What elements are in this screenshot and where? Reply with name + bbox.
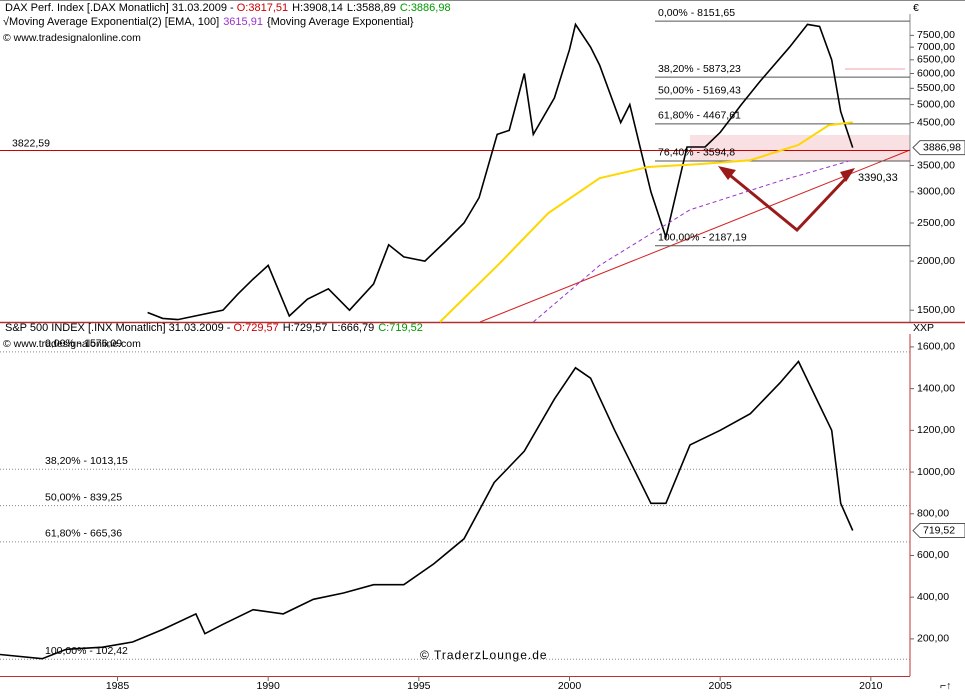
corner-icon: ⌐↑: [940, 680, 951, 692]
last-price-label: 719,52: [923, 524, 955, 536]
level-label: 61,80% - 4467,61: [658, 110, 741, 122]
last-price-label: 3886,98: [923, 141, 961, 153]
chart-title: DAX Perf. Index [.DAX Monatlich] 31.03.2…: [5, 2, 451, 14]
y-tick-label: 3500,00: [917, 159, 955, 171]
last-price-marker: [912, 523, 965, 539]
series-line: [439, 121, 853, 323]
x-tick-label: 1985: [106, 680, 130, 692]
y-tick-label: 1400,00: [917, 382, 955, 394]
y-tick-label: 2000,00: [917, 255, 955, 267]
text-layer: DAX Perf. Index [.DAX Monatlich] 31.03.2…: [3, 2, 961, 692]
currency: XXP: [913, 322, 934, 334]
level-label: 38,20% - 5873,23: [658, 63, 741, 75]
annotation: 3390,33: [858, 172, 898, 184]
source: © www.tradesignalonline.com: [3, 338, 141, 350]
y-tick-label: 4500,00: [917, 116, 955, 128]
title-part: DAX Perf. Index [.DAX Monatlich] 31.03.2…: [5, 2, 237, 14]
level-label: 0,00% - 8151,65: [658, 7, 735, 19]
legend-note: {Moving Average Exponential}: [267, 16, 414, 28]
arrow-head: [718, 166, 736, 180]
source: © www.tradesignalonline.com: [3, 32, 141, 44]
x-tick-label: 2000: [558, 680, 582, 692]
chart-title: S&P 500 INDEX [.INX Monatlich] 31.03.200…: [5, 322, 423, 334]
y-tick-label: 7500,00: [917, 29, 955, 41]
level-label: 50,00% - 5169,43: [658, 85, 741, 97]
series-line: [0, 360, 854, 660]
y-tick-label: 3000,00: [917, 186, 955, 198]
legend: √Moving Average Exponential(2) [EMA, 100…: [3, 16, 414, 28]
highlight-zone: [690, 135, 910, 161]
trend-line: [479, 149, 911, 323]
level-label: 76,40% - 3594,8: [658, 147, 735, 159]
y-tick-label: 1600,00: [917, 341, 955, 353]
series-line: [147, 22, 854, 321]
level-label: 0,00% - 1576,09: [45, 338, 122, 350]
y-tick-label: 800,00: [917, 508, 949, 520]
y-tick-label: 5500,00: [917, 82, 955, 94]
y-tick-label: 600,00: [917, 549, 949, 561]
y-tick-label: 1200,00: [917, 424, 955, 436]
level-label: 50,00% - 839,25: [45, 491, 122, 503]
y-tick-label: 200,00: [917, 633, 949, 645]
legend-name: Moving Average Exponential(2) [EMA, 100]: [9, 16, 219, 28]
last-price-marker: [912, 140, 965, 156]
y-tick-label: 7000,00: [917, 41, 955, 53]
title-part: O:729,57: [233, 322, 278, 334]
level-label: 38,20% - 1013,15: [45, 455, 128, 467]
title-part: C:3886,98: [400, 2, 451, 14]
level-label: 61,80% - 665,36: [45, 528, 122, 540]
y-tick-label: 1000,00: [917, 466, 955, 478]
legend-value: 3615,91: [223, 16, 263, 28]
y-tick-label: 6000,00: [917, 67, 955, 79]
title-part: H:3908,14: [292, 2, 343, 14]
y-tick-label: 2500,00: [917, 217, 955, 229]
arrow-head: [840, 168, 855, 182]
x-tick-label: 1990: [256, 680, 280, 692]
currency: €: [913, 2, 919, 14]
title-part: O:3817,51: [237, 2, 288, 14]
watermark: © TraderzLounge.de: [420, 648, 548, 662]
level-label: 100,00% - 102,42: [45, 645, 128, 657]
title-part: H:729,57: [283, 322, 328, 334]
y-tick-label: 400,00: [917, 591, 949, 603]
title-part: L:666,79: [331, 322, 374, 334]
y-tick-label: 5000,00: [917, 98, 955, 110]
arrow: [725, 170, 850, 233]
level-label: 100,00% - 2187,19: [658, 232, 747, 244]
legend-mark: √: [3, 16, 10, 28]
x-tick-label: 1995: [407, 680, 431, 692]
plot-layer: [0, 20, 965, 681]
x-tick-label: 2010: [859, 680, 883, 692]
x-tick-label: 2005: [708, 680, 732, 692]
y-tick-label: 1500,00: [917, 304, 955, 316]
title-part: C:719,52: [378, 322, 423, 334]
y-tick-label: 6500,00: [917, 54, 955, 66]
title-part: S&P 500 INDEX [.INX Monatlich] 31.03.200…: [5, 322, 233, 334]
price-line-label: 3822,59: [12, 137, 50, 149]
series-line: [532, 159, 853, 323]
title-part: L:3588,89: [347, 2, 396, 14]
